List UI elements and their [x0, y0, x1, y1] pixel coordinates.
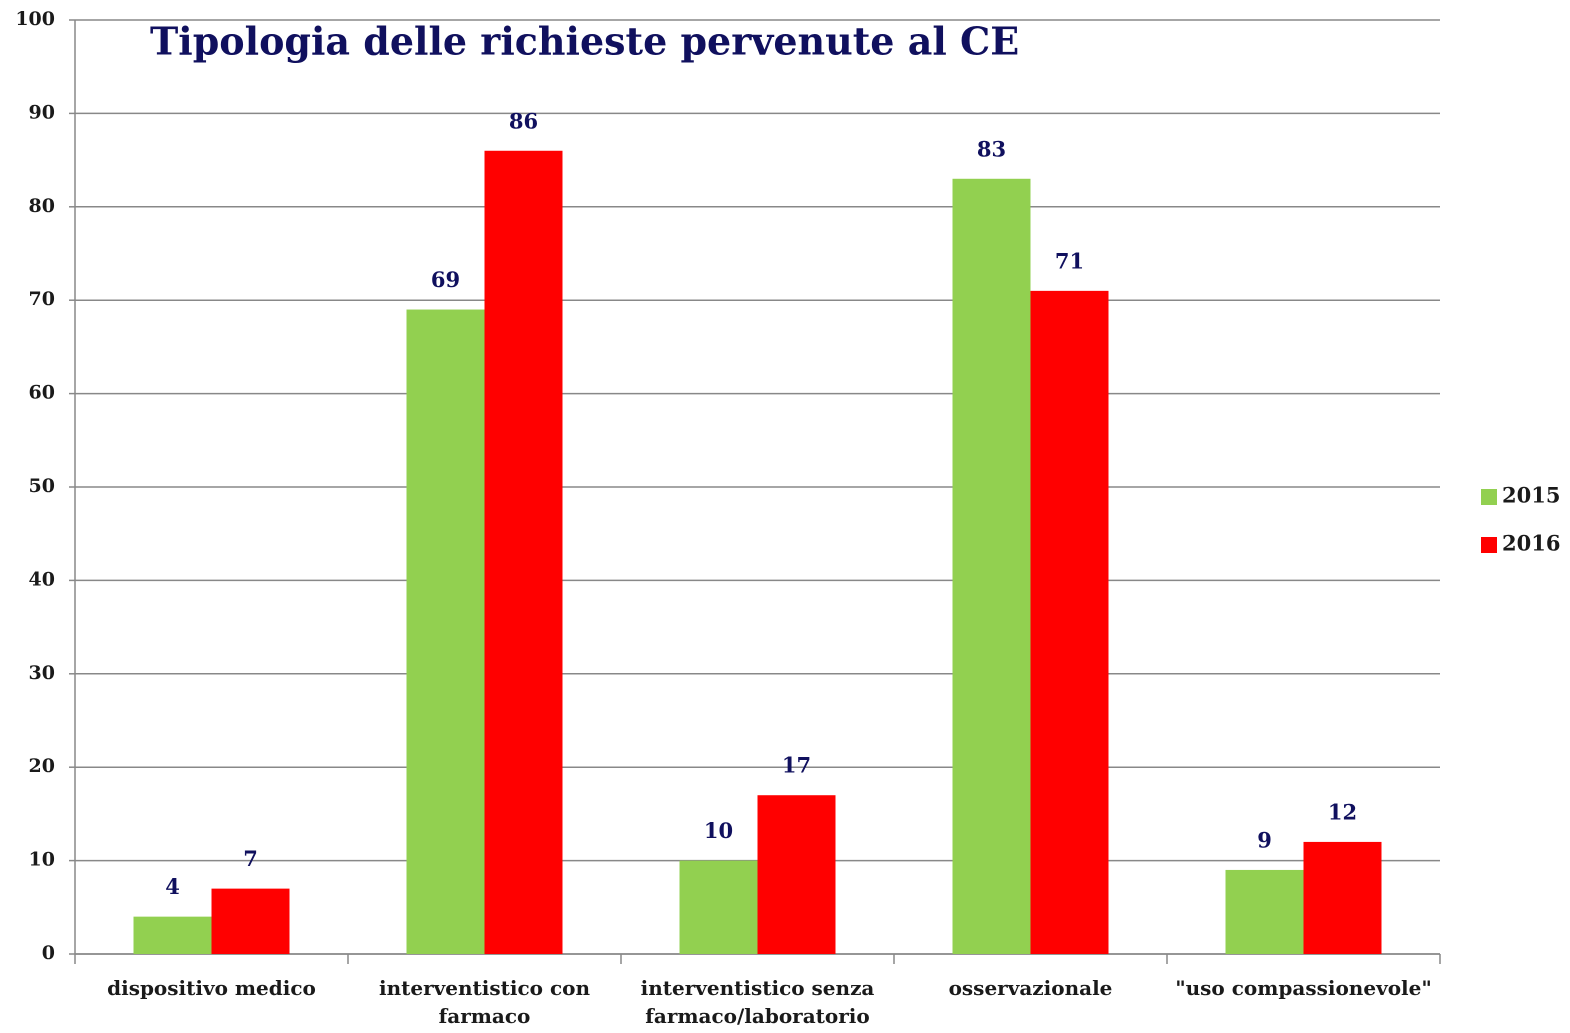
y-tick-label: 50: [29, 475, 55, 497]
x-tick-label: "uso compassionevole": [1175, 976, 1432, 1000]
x-tick-label: interventistico con farmaco: [379, 976, 590, 1028]
legend-label: 2015: [1502, 483, 1560, 508]
y-tick-label: 0: [42, 942, 55, 964]
bar: [1030, 290, 1109, 954]
data-label: 86: [509, 108, 538, 133]
y-tick-label: 90: [29, 101, 55, 123]
bar: [484, 150, 563, 954]
bar: [679, 860, 758, 954]
data-label: 83: [977, 136, 1006, 161]
data-label: 10: [704, 818, 733, 843]
y-tick-label: 100: [15, 8, 55, 30]
legend-label: 2016: [1502, 531, 1560, 556]
x-tick-label: interventistico senza farmaco/laboratori…: [640, 976, 875, 1028]
data-label: 71: [1055, 248, 1084, 273]
y-tick-label: 30: [29, 662, 55, 684]
y-tick-label: 10: [29, 849, 55, 871]
data-label: 9: [1257, 827, 1272, 852]
bar: [952, 178, 1031, 954]
data-label: 7: [243, 846, 258, 871]
bar: [133, 916, 212, 954]
chart-title: Tipologia delle richieste pervenute al C…: [150, 19, 1019, 64]
bar: [1303, 841, 1382, 954]
y-tick-label: 60: [29, 382, 55, 404]
bar: [211, 888, 290, 954]
legend-swatch: [1481, 537, 1497, 553]
bar: [1225, 869, 1304, 954]
x-tick-label: osservazionale: [948, 976, 1113, 1000]
y-tick-label: 80: [29, 195, 55, 217]
y-tick-label: 20: [29, 755, 55, 777]
data-label: 4: [165, 874, 180, 899]
legend-swatch: [1481, 489, 1497, 505]
y-tick-label: 40: [29, 568, 55, 590]
bar: [757, 795, 836, 954]
data-label: 69: [431, 267, 460, 292]
y-tick-label: 70: [29, 288, 55, 310]
data-label: 17: [782, 753, 811, 778]
x-tick-label: dispositivo medico: [107, 976, 316, 1000]
data-label: 12: [1328, 799, 1357, 824]
bar: [406, 309, 485, 954]
